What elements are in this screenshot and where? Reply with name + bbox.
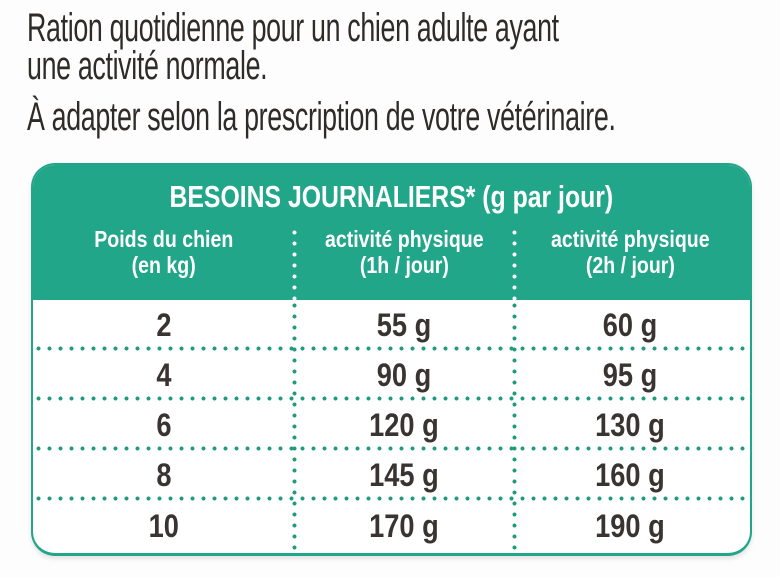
cell-activity-1h: 170 g (369, 508, 439, 544)
intro-line-2: une activité normale. (27, 44, 268, 88)
dotted-column-separator (292, 227, 297, 300)
column-headers: Poids du chien (en kg) activité physique… (33, 226, 750, 278)
cell-weight: 6 (155, 406, 172, 443)
column-header-activity-1h: activité physique (1h / jour) (324, 226, 484, 278)
column-header-weight: Poids du chien (en kg) (93, 226, 234, 278)
dotted-row-separator (33, 496, 750, 501)
dotted-column-separator (292, 300, 297, 552)
dotted-row-separator (33, 396, 750, 401)
table-row: 2 55 g 60 g (33, 300, 750, 350)
cell-activity-2h: 130 g (595, 406, 665, 443)
cell-weight: 4 (155, 356, 172, 393)
feeding-table: BESOINS JOURNALIERS* (g par jour) Poids … (31, 163, 752, 556)
cell-activity-1h: 90 g (376, 356, 432, 393)
cell-activity-2h: 95 g (602, 356, 658, 393)
cell-activity-1h: 120 g (369, 406, 439, 443)
table-title: BESOINS JOURNALIERS* (g par jour) (169, 179, 614, 214)
table-row: 8 145 g 160 g (33, 450, 750, 500)
table-body: 2 55 g 60 g 4 90 g 95 g 6 120 g 130 g 8 … (33, 300, 750, 553)
cell-activity-2h: 190 g (595, 508, 665, 544)
cell-activity-2h: 160 g (595, 456, 665, 493)
cell-weight: 10 (148, 508, 179, 544)
intro-line-3: À adapter selon la prescription de votre… (27, 95, 616, 139)
dotted-row-separator (33, 446, 750, 451)
table-row: 10 170 g 190 g (33, 500, 750, 553)
cell-activity-1h: 145 g (369, 456, 439, 493)
intro-line-1: Ration quotidienne pour un chien adulte … (27, 6, 559, 50)
table-row: 6 120 g 130 g (33, 400, 750, 450)
cell-weight: 2 (155, 306, 172, 343)
table-header: BESOINS JOURNALIERS* (g par jour) Poids … (33, 165, 750, 300)
dotted-row-separator (33, 346, 750, 351)
cell-activity-2h: 60 g (602, 306, 658, 343)
dotted-column-separator (512, 227, 517, 300)
cell-weight: 8 (155, 456, 172, 493)
intro-text: Ration quotidienne pour un chien adulte … (27, 6, 780, 139)
cell-activity-1h: 55 g (376, 306, 432, 343)
table-row: 4 90 g 95 g (33, 350, 750, 400)
dotted-column-separator (512, 300, 517, 552)
column-header-activity-2h: activité physique (2h / jour) (550, 226, 710, 278)
